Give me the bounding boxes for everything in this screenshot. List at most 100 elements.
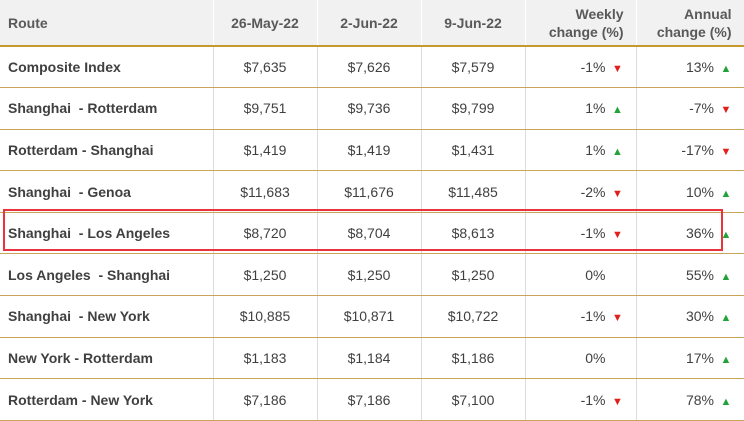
route-cell: Shanghai - Los Angeles	[0, 212, 214, 255]
rate-cell-date-2: $1,184	[317, 337, 422, 380]
header-date-3: 9-Jun-22	[421, 0, 526, 47]
rate-cell-date-1: $8,720	[213, 212, 318, 255]
annual-change-cell: 36% ▲	[636, 212, 744, 255]
down-triangle-icon: ▼	[612, 312, 623, 325]
annual-change-cell: -17% ▼	[636, 129, 744, 172]
weekly-change-cell-value: 1%	[585, 141, 606, 158]
rate-cell-date-2: $1,250	[317, 253, 422, 297]
up-triangle-icon: ▲	[612, 145, 623, 158]
up-triangle-icon: ▲	[720, 312, 732, 325]
route-cell: Composite Index	[0, 46, 214, 89]
table-row: Los Angeles - Shanghai $1,250 $1,250 $1,250…	[0, 253, 744, 297]
up-triangle-icon: ▲	[720, 395, 732, 408]
weekly-change-cell: -1% ▼	[525, 378, 637, 421]
rate-cell-date-3: $9,799	[421, 87, 526, 130]
annual-change-cell-value: 36%	[685, 225, 714, 242]
header-annual-line2: change (%)	[656, 23, 732, 40]
rate-cell-date-3: $1,431	[421, 129, 526, 172]
table-row: Shanghai - Rotterdam $9,751 $9,736 $9,799 1%…	[0, 87, 744, 130]
rate-cell-date-2: $10,871	[317, 295, 422, 338]
table-row: Composite Index $7,635 $7,626 $7,579 -1% ▼ 13%…	[0, 46, 744, 89]
up-triangle-icon: ▲	[612, 104, 623, 117]
weekly-change-cell-value: 0%	[585, 266, 606, 283]
weekly-change-cell-value: -1%	[580, 59, 606, 76]
down-triangle-icon: ▼	[720, 145, 732, 158]
table-row: New York - Rotterdam $1,183 $1,184 $1,186 0%…	[0, 337, 744, 380]
table-row: Shanghai - Los Angeles $8,720 $8,704 $8,613…	[0, 212, 744, 255]
table-row: Rotterdam - Shanghai $1,419 $1,419 $1,431 1%…	[0, 129, 744, 172]
weekly-change-cell: 1% ▲	[525, 87, 637, 130]
route-cell: Rotterdam - Shanghai	[0, 129, 214, 172]
up-triangle-icon: ▲	[720, 270, 732, 283]
header-row: Route 26-May-22 2-Jun-22 9-Jun-22 Weekly…	[0, 0, 744, 47]
annual-change-cell-value: -17%	[681, 141, 714, 158]
rate-cell-date-3: $1,186	[421, 337, 526, 380]
header-annual-line1: Annual	[684, 5, 732, 22]
up-triangle-icon: ▲	[720, 353, 732, 366]
down-triangle-icon: ▼	[612, 395, 623, 408]
rate-cell-date-3: $1,250	[421, 253, 526, 297]
rate-cell-date-3: $7,100	[421, 378, 526, 421]
rate-cell-date-3: $10,722	[421, 295, 526, 338]
rate-cell-date-1: $10,885	[213, 295, 318, 338]
annual-change-cell: 55% ▲	[636, 253, 744, 297]
annual-change-cell-value: 30%	[685, 308, 714, 325]
header-weekly-change: Weekly change (%)	[525, 0, 637, 47]
down-triangle-icon: ▼	[612, 63, 623, 76]
header-annual-change: Annual change (%)	[636, 0, 744, 47]
table-body: Composite Index $7,635 $7,626 $7,579 -1% ▼ 13%…	[0, 46, 744, 421]
annual-change-cell-value: 10%	[685, 183, 714, 200]
rate-cell-date-3: $7,579	[421, 46, 526, 89]
weekly-change-cell: 0%	[525, 253, 637, 297]
header-route: Route	[0, 0, 214, 47]
weekly-change-cell: -1% ▼	[525, 46, 637, 89]
rate-cell-date-2: $7,626	[317, 46, 422, 89]
annual-change-cell-value: 17%	[685, 349, 714, 366]
rate-cell-date-2: $1,419	[317, 129, 422, 172]
table-row: Shanghai - Genoa $11,683 $11,676 $11,485 -2%…	[0, 170, 744, 213]
weekly-change-cell-value: -1%	[580, 391, 606, 408]
weekly-change-cell: -1% ▼	[525, 212, 637, 255]
weekly-change-cell: 0%	[525, 337, 637, 380]
rate-cell-date-2: $7,186	[317, 378, 422, 421]
rate-cell-date-1: $7,635	[213, 46, 318, 89]
rate-cell-date-2: $11,676	[317, 170, 422, 213]
rate-cell-date-2: $8,704	[317, 212, 422, 255]
annual-change-cell-value: 13%	[685, 59, 714, 76]
rate-cell-date-2: $9,736	[317, 87, 422, 130]
route-cell: Shanghai - Genoa	[0, 170, 214, 213]
route-cell: Rotterdam - New York	[0, 378, 214, 421]
table-row: Shanghai - New York $10,885 $10,871 $10,722…	[0, 295, 744, 338]
annual-change-cell: -7% ▼	[636, 87, 744, 130]
down-triangle-icon: ▼	[720, 104, 732, 117]
weekly-change-cell-value: 1%	[585, 100, 606, 117]
annual-change-cell: 17% ▲	[636, 337, 744, 380]
weekly-change-cell: -2% ▼	[525, 170, 637, 213]
weekly-change-cell-value: 0%	[585, 349, 606, 366]
route-cell: Shanghai - Rotterdam	[0, 87, 214, 130]
up-triangle-icon: ▲	[720, 229, 732, 242]
down-triangle-icon: ▼	[612, 187, 623, 200]
rate-cell-date-1: $1,183	[213, 337, 318, 380]
rate-cell-date-1: $7,186	[213, 378, 318, 421]
down-triangle-icon: ▼	[612, 229, 623, 242]
header-date-2: 2-Jun-22	[317, 0, 422, 47]
weekly-change-cell: 1% ▲	[525, 129, 637, 172]
annual-change-cell-value: 78%	[685, 391, 714, 408]
up-triangle-icon: ▲	[720, 187, 732, 200]
annual-change-cell: 13% ▲	[636, 46, 744, 89]
annual-change-cell-value: 55%	[685, 266, 714, 283]
rate-cell-date-1: $9,751	[213, 87, 318, 130]
rate-cell-date-3: $11,485	[421, 170, 526, 213]
weekly-change-cell-value: -1%	[580, 308, 606, 325]
weekly-change-cell-value: -2%	[580, 183, 606, 200]
header-date-1: 26-May-22	[213, 0, 318, 47]
route-cell: Los Angeles - Shanghai	[0, 253, 214, 297]
header-weekly-line2: change (%)	[548, 23, 624, 40]
annual-change-cell: 10% ▲	[636, 170, 744, 213]
weekly-change-cell: -1% ▼	[525, 295, 637, 338]
up-triangle-icon: ▲	[720, 63, 732, 76]
annual-change-cell-value: -7%	[689, 100, 714, 117]
rate-cell-date-1: $1,250	[213, 253, 318, 297]
